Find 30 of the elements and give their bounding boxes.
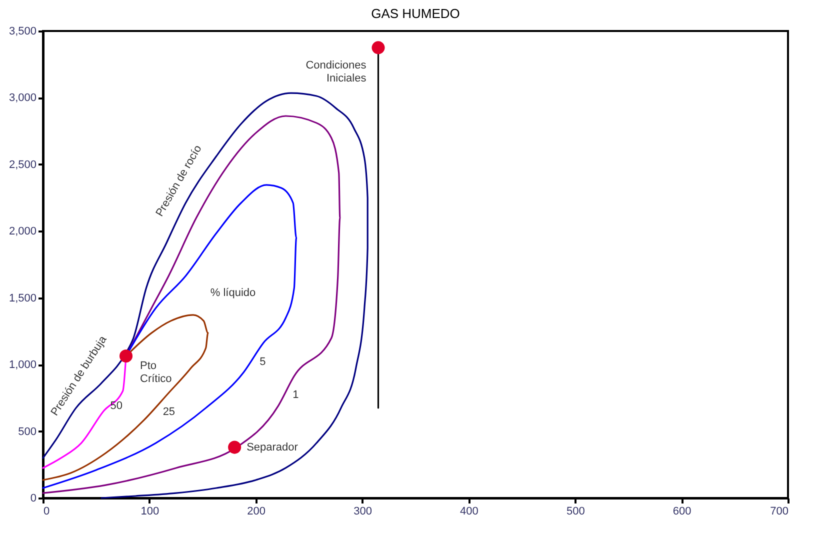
y-tick-label: 2,000 bbox=[8, 226, 36, 238]
y-tick-label: 2,500 bbox=[8, 158, 36, 171]
x-tick-label: 300 bbox=[354, 506, 372, 518]
annotation: Pto Crítico bbox=[140, 360, 172, 386]
annotation: Condiciones Iniciales bbox=[306, 60, 367, 85]
y-tick-label: 1,500 bbox=[8, 292, 36, 304]
point bbox=[228, 440, 242, 454]
x-tick-label: 100 bbox=[140, 506, 160, 518]
annotation: Separador bbox=[246, 441, 298, 454]
y-tick-label: 500 bbox=[18, 426, 36, 438]
line-series bbox=[42, 314, 209, 481]
annotation: % líquido bbox=[210, 287, 256, 299]
annotation: 25 bbox=[162, 406, 176, 418]
x-tick-label: 0 bbox=[44, 506, 50, 518]
line-series bbox=[42, 184, 298, 489]
x-tick-label: 600 bbox=[672, 506, 692, 518]
point bbox=[372, 41, 385, 54]
x-tick-label: 500 bbox=[566, 506, 585, 518]
y-tick-label: 3,000 bbox=[8, 92, 36, 104]
point bbox=[119, 350, 133, 363]
y-tick-label: 3,500 bbox=[8, 26, 36, 38]
x-tick-label: 200 bbox=[247, 506, 266, 518]
annotation: 1 bbox=[292, 388, 299, 401]
chart-title: GAS HUMEDO bbox=[371, 6, 460, 21]
x-tick-label: 700 bbox=[770, 506, 788, 518]
annotation: 50 bbox=[110, 400, 123, 412]
annotation: 5 bbox=[260, 356, 266, 368]
x-tick-label: 400 bbox=[460, 506, 478, 518]
y-tick-label: 1,000 bbox=[8, 359, 36, 372]
y-tick-label: 0 bbox=[30, 492, 36, 504]
